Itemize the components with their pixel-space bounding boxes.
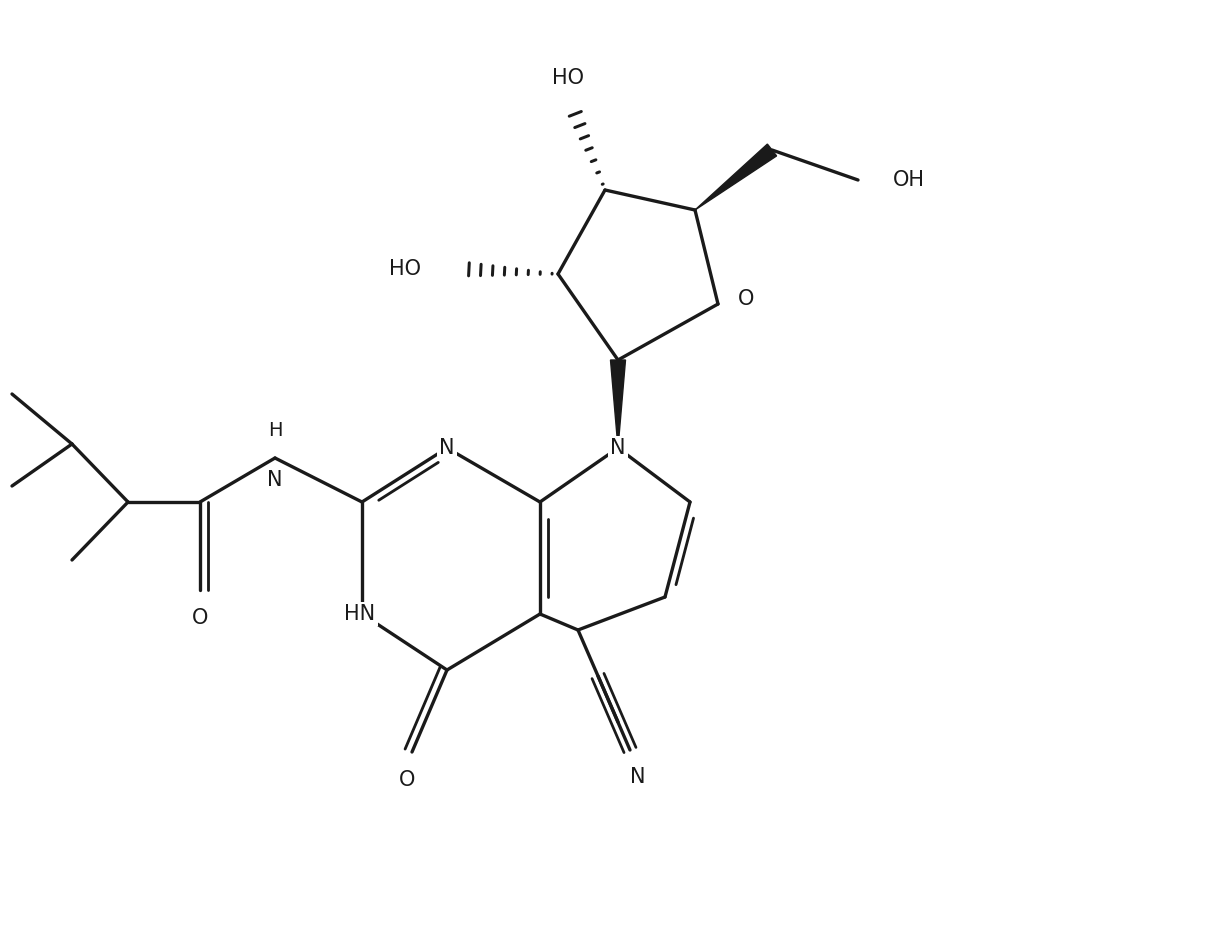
Text: N: N bbox=[610, 438, 626, 458]
Text: N: N bbox=[439, 438, 455, 458]
Text: O: O bbox=[192, 608, 209, 628]
Text: O: O bbox=[399, 770, 415, 790]
Text: N: N bbox=[268, 470, 282, 490]
Text: N: N bbox=[631, 767, 645, 787]
Text: HO: HO bbox=[390, 259, 421, 279]
Text: HO: HO bbox=[552, 68, 584, 88]
Text: O: O bbox=[738, 289, 754, 309]
Text: OH: OH bbox=[892, 170, 925, 190]
Text: H: H bbox=[268, 421, 282, 440]
Polygon shape bbox=[610, 360, 626, 448]
Polygon shape bbox=[695, 144, 777, 210]
Text: HN: HN bbox=[345, 604, 375, 624]
